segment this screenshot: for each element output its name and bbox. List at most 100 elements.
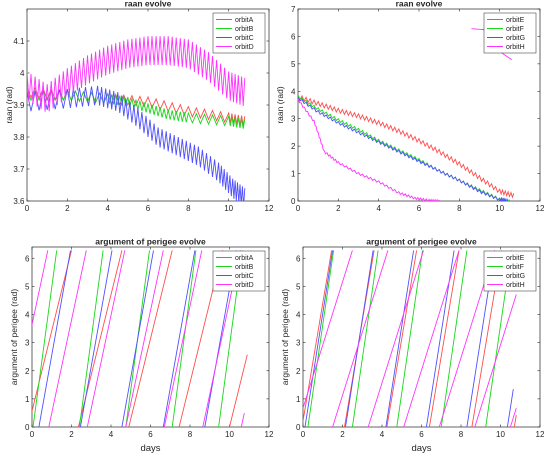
- chart-title: argument of perigee evolve: [95, 237, 206, 247]
- legend-label: orbitD: [235, 44, 254, 51]
- x-tick-label: 10: [496, 430, 505, 439]
- y-tick-label: 3.7: [13, 165, 25, 174]
- series-orbite-line: [298, 94, 515, 199]
- y-axis-label: raan (rad): [275, 86, 285, 123]
- series-orbitd-line: [32, 250, 245, 427]
- legend: orbitA orbitB orbitC orbitD: [212, 12, 266, 54]
- y-tick-label: 2: [296, 367, 301, 376]
- y-tick-label: 0: [296, 423, 301, 432]
- x-tick-label: 8: [457, 204, 462, 213]
- x-tick-label: 0: [301, 430, 306, 439]
- x-tick-label: 8: [186, 204, 191, 213]
- series-orbitg-line: [298, 96, 509, 201]
- legend-label: orbitH: [506, 44, 525, 51]
- legend-label: orbitB: [235, 26, 254, 33]
- legend: orbitE orbitF orbitG orbitH: [483, 12, 537, 54]
- x-tick-label: 12: [536, 204, 545, 213]
- x-axis-label: days: [411, 443, 431, 454]
- y-tick-label: 5: [291, 60, 296, 69]
- y-tick-label: 3.8: [13, 133, 25, 142]
- y-tick-label: 1: [25, 395, 30, 404]
- x-tick-label: 0: [30, 430, 35, 439]
- y-tick-label: 5: [25, 282, 30, 291]
- x-tick-label: 6: [419, 430, 424, 439]
- y-tick-label: 5: [296, 282, 301, 291]
- y-tick-label: 3: [291, 115, 296, 124]
- y-tick-label: 6: [25, 254, 30, 263]
- y-tick-label: 3: [25, 339, 30, 348]
- y-tick-label: 6: [291, 32, 296, 41]
- y-tick-label: 4: [25, 311, 30, 320]
- legend-label: orbitA: [235, 255, 254, 262]
- x-tick-label: 6: [148, 430, 153, 439]
- y-axis-label: argument of perigee (rad): [9, 289, 19, 386]
- x-tick-label: 2: [65, 204, 70, 213]
- series-orbitg-line: [304, 250, 514, 427]
- x-axis-label: days: [140, 443, 160, 454]
- legend-label: orbitB: [235, 264, 254, 271]
- y-tick-label: 4.1: [13, 37, 25, 46]
- series-orbitd-line: [27, 36, 246, 112]
- x-tick-label: 2: [336, 204, 341, 213]
- series-orbith-line: [303, 250, 517, 427]
- y-tick-label: 4: [296, 311, 301, 320]
- x-tick-label: 4: [109, 430, 114, 439]
- legend-label: orbitG: [506, 273, 525, 280]
- y-tick-label: 2: [291, 142, 296, 151]
- x-tick-label: 0: [25, 204, 30, 213]
- legend: orbitE orbitF orbitG orbitH: [483, 250, 537, 292]
- x-tick-label: 8: [459, 430, 464, 439]
- y-tick-label: 1: [291, 170, 296, 179]
- y-tick-label: 0: [25, 423, 30, 432]
- legend-label: orbitA: [235, 17, 254, 24]
- y-tick-label: 4: [291, 87, 296, 96]
- legend: orbitA orbitB orbitC orbitD: [212, 250, 266, 292]
- series-group: [32, 250, 248, 427]
- x-tick-label: 4: [105, 204, 110, 213]
- y-axis-label: raan (rad): [4, 86, 14, 123]
- y-tick-label: 3: [296, 339, 301, 348]
- x-tick-label: 6: [146, 204, 151, 213]
- legend-label: orbitE: [506, 17, 525, 24]
- x-tick-label: 12: [265, 430, 274, 439]
- legend-label: orbitE: [506, 255, 525, 262]
- x-tick-label: 10: [224, 204, 233, 213]
- series-group: [27, 36, 246, 201]
- x-tick-label: 0: [296, 204, 301, 213]
- x-tick-label: 10: [225, 430, 234, 439]
- legend-label: orbitH: [506, 282, 525, 289]
- legend-label: orbitF: [506, 26, 524, 33]
- series-orbitf-line: [307, 250, 512, 427]
- x-tick-label: 6: [417, 204, 422, 213]
- y-axis-label: argument of perigee (rad): [280, 289, 290, 386]
- chart-title: raan evolve: [125, 0, 172, 9]
- x-tick-label: 2: [69, 430, 74, 439]
- chart-title: argument of perigee evolve: [366, 237, 477, 247]
- y-tick-label: 3.9: [13, 101, 25, 110]
- x-tick-label: 8: [188, 430, 193, 439]
- series-group: [298, 28, 515, 201]
- series-orbitf-line: [298, 95, 511, 201]
- series-orbita-line: [32, 250, 248, 427]
- y-tick-label: 4: [20, 69, 25, 78]
- x-tick-label: 12: [536, 430, 545, 439]
- legend-label: orbitC: [235, 273, 254, 280]
- panel-raan-evolve-a: raan evolve 0 2 4 6 8 10 12 3.6 3.7 3.8 3.9 4 4.1 raan…: [4, 0, 274, 213]
- y-tick-label: 6: [296, 254, 301, 263]
- x-tick-label: 4: [376, 204, 381, 213]
- y-tick-label: 1: [296, 395, 301, 404]
- series-group: [303, 250, 517, 427]
- y-tick-label: 2: [25, 367, 30, 376]
- x-tick-label: 12: [265, 204, 274, 213]
- series-orbith-line: [298, 98, 440, 201]
- series-orbitc-line: [27, 85, 246, 201]
- y-tick-label: 7: [291, 5, 296, 14]
- x-tick-label: 4: [380, 430, 385, 439]
- x-tick-label: 2: [340, 430, 345, 439]
- legend-label: orbitD: [235, 282, 254, 289]
- legend-label: orbitF: [506, 264, 524, 271]
